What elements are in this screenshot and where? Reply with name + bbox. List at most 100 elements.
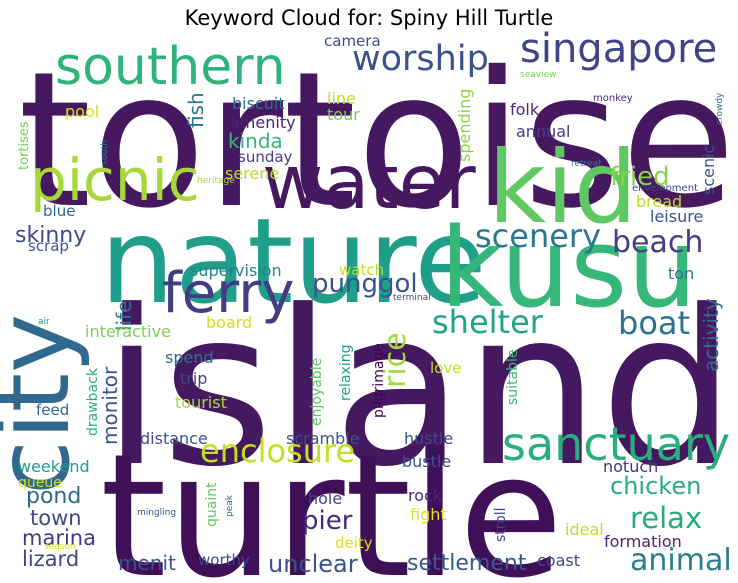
word-ferry: ferry [162,261,294,326]
word-tortises: tortises [17,121,32,170]
word-queue: queue [18,475,62,491]
word-boat: boat [618,304,690,342]
word-supervision: supervision [190,261,282,280]
chart-title: Keyword Cloud for: Spiny Hill Turtle [184,6,554,30]
word-scrap: scrap [28,237,69,255]
word-sunday: sunday [238,148,293,166]
word-drawback: drawback [85,367,101,436]
word-menit: menit [118,551,176,575]
word-scramble: scramble [286,429,360,448]
word-pond: pond [26,484,81,509]
word-fight: fight [410,505,447,524]
word-kid: kid [488,129,637,246]
word-shelter: shelter [432,303,544,341]
word-relax: relax [630,501,702,535]
word-board: board [206,313,252,332]
word-unclear: unclear [268,550,358,578]
word-spending: spending [455,89,474,162]
word-scenery: scenery [475,217,601,255]
word-chicken: chicken [610,472,701,500]
word-coast: coast [537,551,580,570]
word-amenity: amenity [230,113,296,132]
word-interactive: interactive [85,322,171,341]
word-peak: peak [225,494,235,517]
word-terminal: terminal [393,293,431,303]
word-formation: formation [604,532,682,551]
word-trip: trip [180,369,207,388]
word-life: life [112,301,136,331]
word-tourist: tourist [175,393,227,412]
word-enjoyable: enjoyable [309,358,325,426]
word-crowdy: crowdy [715,92,725,125]
word-pool: pool [65,102,99,121]
word-suitable: suitable [505,349,521,405]
word-pier: pier [302,506,353,536]
word-annual: annual [516,122,570,141]
word-marina: marina [22,526,96,550]
word-camera: camera [324,32,381,50]
word-worship: worship [352,39,489,79]
word-water: water [262,138,476,226]
word-watch: watch [339,261,384,279]
word-leisure: leisure [650,207,703,226]
word-punggol: punggol [312,269,418,299]
word-ideal: ideal [565,520,604,539]
word-line: line [327,89,356,108]
word-feed: feed [36,401,69,419]
word-monkey: monkey [593,93,633,104]
word-picnic: picnic [30,146,200,214]
word-quaint: quaint [204,482,220,527]
word-nature: nature [100,192,487,330]
word-notuch: notuch [603,457,658,476]
word-south: south [100,140,110,165]
word-enclosure: enclosure [200,432,355,470]
word-rock: rock [408,486,443,505]
word-weekend: weekend [18,457,90,476]
word-serene: serene [225,164,279,183]
word-mingling: mingling [137,508,176,518]
word-settlement: settlement [407,551,527,576]
word-city: city [0,314,92,495]
word-town: town [30,506,82,530]
word-activity: activity [699,298,723,372]
word-retreat: retreat [571,159,602,169]
word-stroll: stroll [493,507,509,542]
word-deity: deity [335,534,373,552]
word-scenic: scenic [699,145,718,195]
word-season: season [44,542,76,552]
word-monitor: monitor [98,366,122,445]
word-heritage: heritage [197,176,235,186]
word-sanctuary: sanctuary [502,417,730,471]
word-singapore: singapore [520,26,717,72]
word-kinda: kinda [228,129,283,153]
word-seaview: seaview [520,70,556,80]
word-biscuit: biscuit [232,94,285,113]
word-love: love [430,359,461,377]
word-kusu: kusu [440,204,697,332]
word-blue: blue [43,202,75,220]
word-tortoise: tortoise [18,32,736,250]
word-animal: animal [630,543,732,578]
word-beach: beach [612,225,703,260]
word-bustle: bustle [402,452,451,471]
word-air: air [38,317,50,327]
word-relaxing: relaxing [338,345,354,401]
word-fried: fried [610,162,670,192]
word-fish: fish [184,92,208,128]
word-folk: folk [510,100,540,119]
word-bread: bread [636,192,682,211]
word-hustle: hustle [404,429,453,448]
word-envelopment: envelopment [632,183,698,194]
word-turtle: turtle [100,418,563,583]
word-skinny: skinny [15,223,86,248]
word-island: island [102,264,736,514]
word-southern: southern [55,37,286,97]
word-spend: spend [165,348,214,367]
word-pilgrimage: pilgrimage [371,343,387,418]
word-hole: hole [308,489,342,508]
word-worthy: worthy [198,551,250,569]
word-distance: distance [140,429,208,448]
word-rice: rice [378,332,413,388]
word-tour: tour [327,105,360,124]
